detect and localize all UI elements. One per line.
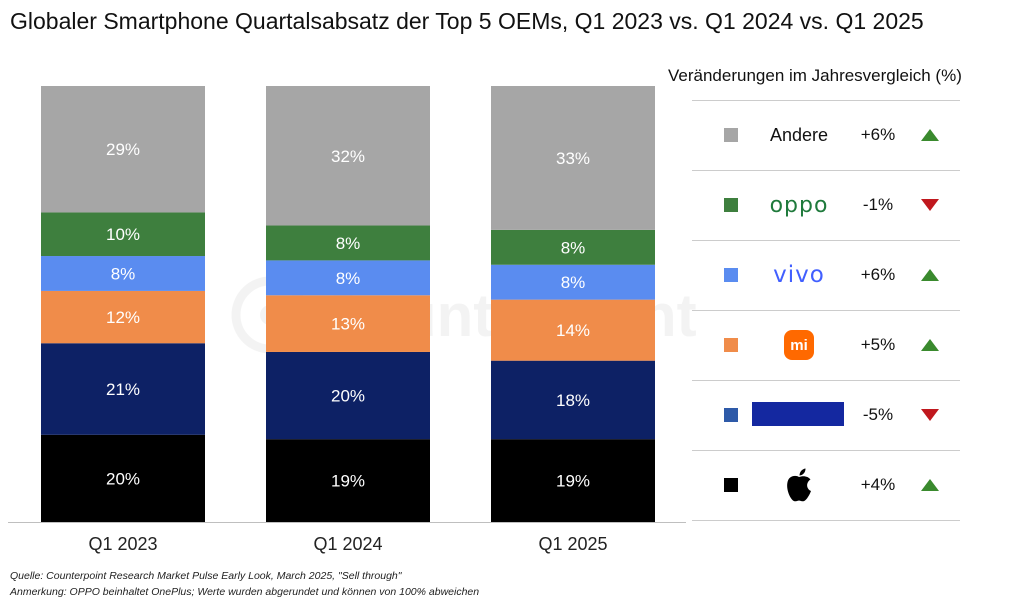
legend-divider	[692, 100, 960, 101]
apple-logo	[752, 450, 846, 520]
vivo-logo: vivo	[773, 262, 825, 288]
bar-segment	[41, 343, 205, 435]
bar-segment	[491, 299, 655, 361]
legend-swatch	[724, 338, 738, 352]
bar-segment	[266, 86, 430, 226]
bar-segment	[491, 439, 655, 522]
bar-segment	[266, 351, 430, 440]
legend-title: Veränderungen im Jahresvergleich (%)	[668, 66, 962, 85]
data-label: 33%	[556, 149, 590, 168]
xiaomi-logo: mi	[752, 310, 846, 380]
data-label: 8%	[336, 269, 361, 288]
triangle-up-icon	[921, 129, 939, 141]
footnote: Anmerkung: OPPO beinhaltet OnePlus; Wert…	[10, 586, 480, 598]
legend-item: oppo -1%	[692, 170, 960, 241]
yoy-change: +6%	[860, 265, 896, 284]
data-label: 8%	[336, 234, 361, 253]
yoy-change: +4%	[860, 475, 896, 494]
legend-swatch	[724, 198, 738, 212]
data-label: 20%	[106, 469, 140, 488]
data-label: 20%	[331, 387, 365, 406]
triangle-up-icon	[921, 339, 939, 351]
data-label: 12%	[106, 308, 140, 327]
yoy-change: -5%	[862, 405, 894, 424]
data-label: 19%	[331, 472, 365, 491]
legend-swatch	[724, 128, 738, 142]
yoy-change: +5%	[860, 335, 896, 354]
triangle-down-icon	[921, 409, 939, 421]
legend-swatch	[724, 268, 738, 282]
data-label: 19%	[556, 472, 590, 491]
stacked-bar-chart: 20% 21% 12% 8% 10% 29% Q1 2023 19% 20% 13% 8% 8% 32%…	[8, 86, 686, 554]
bar-segment	[266, 260, 430, 296]
bar-segment	[491, 360, 655, 440]
data-label: 14%	[556, 321, 590, 340]
bar-segment	[41, 434, 205, 522]
triangle-down-icon	[921, 199, 939, 211]
yoy-change: +6%	[860, 125, 896, 144]
data-label: 8%	[111, 264, 136, 283]
data-label: 29%	[106, 140, 140, 159]
triangle-up-icon	[921, 269, 939, 281]
samsung-logo	[752, 380, 846, 450]
bar-segment	[41, 86, 205, 213]
data-label: 8%	[561, 238, 586, 257]
legend-swatch	[724, 408, 738, 422]
brand-label: Andere	[769, 124, 829, 145]
legend-swatch	[724, 478, 738, 492]
legend-item: -5%	[692, 380, 960, 451]
legend-item: mi +5%	[692, 310, 960, 381]
bar-segment	[491, 229, 655, 265]
legend-item: +4%	[692, 450, 960, 521]
legend-item: vivo +6%	[692, 240, 960, 311]
data-label: 18%	[556, 391, 590, 410]
legend-item: Andere +6%	[692, 100, 960, 171]
x-tick-label: Q1 2024	[313, 534, 382, 554]
data-label: 21%	[106, 380, 140, 399]
data-label: 10%	[106, 225, 140, 244]
bar-segment	[266, 295, 430, 352]
bar-segment	[491, 86, 655, 230]
brand-label: Andere	[752, 100, 846, 170]
bar-segment	[491, 264, 655, 300]
bar-segment	[41, 256, 205, 291]
bar-segment	[41, 290, 205, 344]
bar-segment	[266, 439, 430, 522]
bar-segment	[41, 212, 205, 257]
chart-title: Globaler Smartphone Quartalsabsatz der T…	[10, 8, 924, 34]
triangle-up-icon	[921, 479, 939, 491]
data-label: 13%	[331, 315, 365, 334]
x-tick-label: Q1 2023	[88, 534, 157, 554]
data-label: 32%	[331, 147, 365, 166]
data-label: 8%	[561, 273, 586, 292]
source-note: Quelle: Counterpoint Research Market Pul…	[10, 570, 402, 582]
oppo-logo: oppo	[769, 192, 829, 218]
yoy-change: -1%	[862, 195, 894, 214]
bar-segment	[266, 225, 430, 261]
x-tick-label: Q1 2025	[538, 534, 607, 554]
